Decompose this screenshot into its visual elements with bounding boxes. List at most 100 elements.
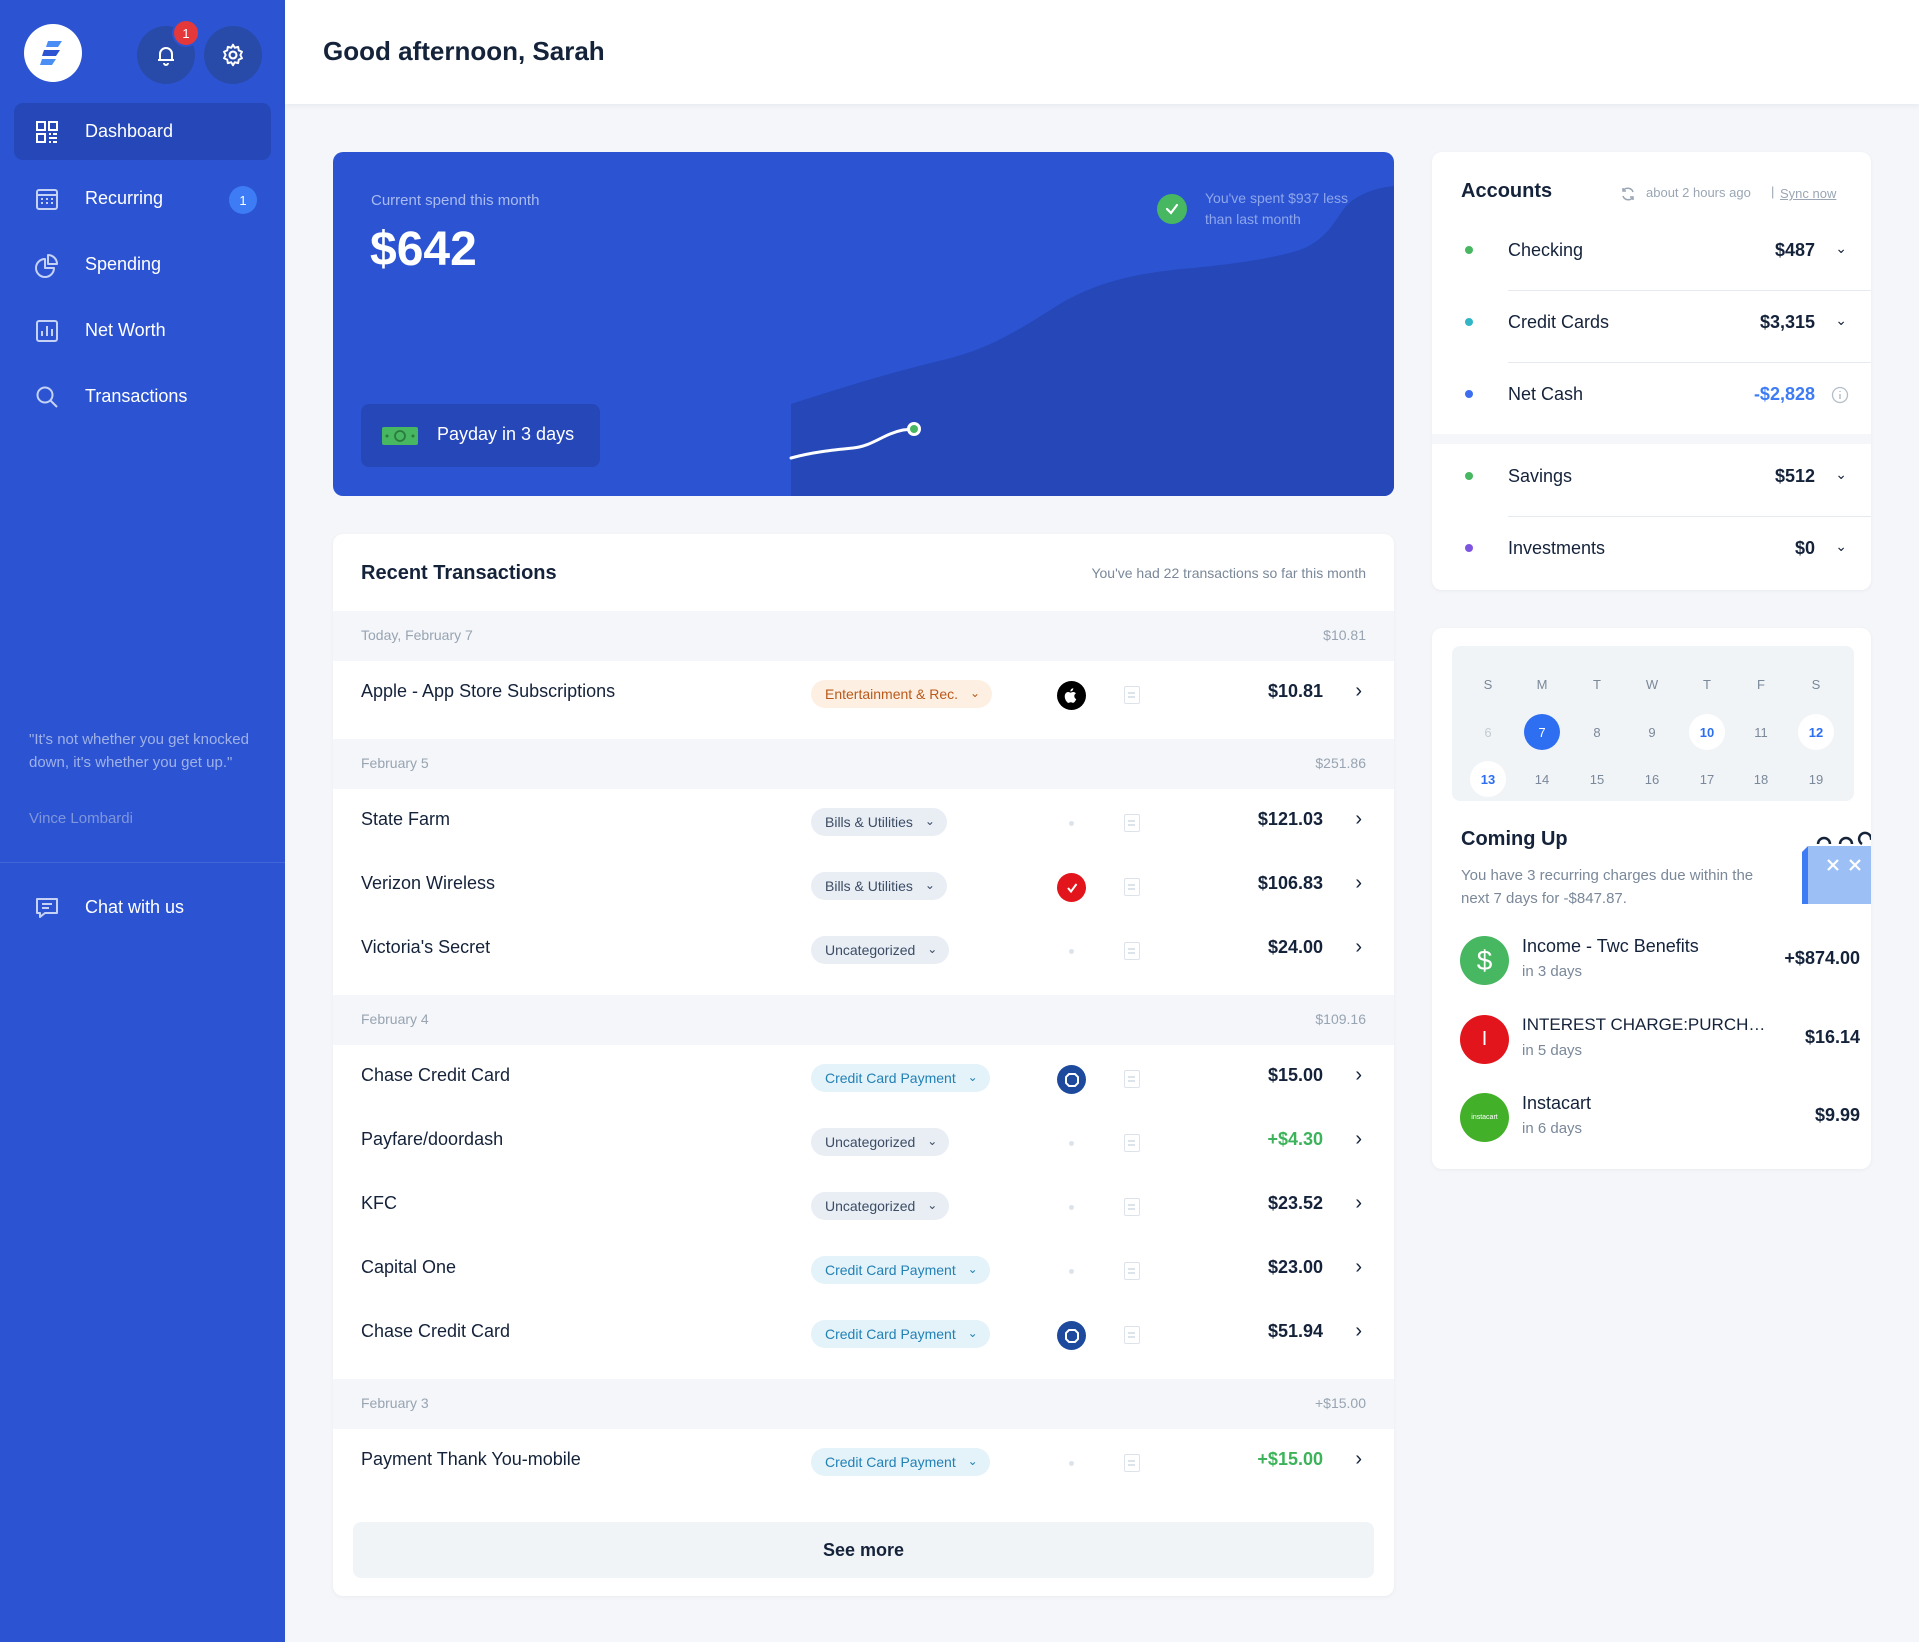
sidebar: 1 Dashboard Recurring 1 Spending Net Wor… [0, 0, 285, 1642]
calendar-day-charge[interactable]: 10 [1689, 714, 1725, 750]
calendar-day[interactable]: 8 [1593, 724, 1601, 740]
notes-icon[interactable] [1124, 1326, 1140, 1344]
settings-button[interactable] [204, 26, 262, 84]
transaction-row[interactable]: Victoria's Secret Uncategorized ⌄ $24.00 … [333, 917, 1394, 981]
calendar-day[interactable]: 16 [1644, 771, 1660, 787]
letter-i-icon: I [1460, 1015, 1509, 1064]
chevron-down-icon: ⌄ [967, 1454, 978, 1468]
notes-icon[interactable] [1124, 686, 1140, 704]
see-more-button[interactable]: See more [353, 1522, 1374, 1578]
charge-name: Instacart [1522, 1093, 1592, 1113]
transaction-row[interactable]: Capital One Credit Card Payment ⌄ $23.00 … [333, 1237, 1394, 1301]
upcoming-charge-row[interactable]: I INTEREST CHARGE:PURCH… in 5 days $16.1… [1460, 1011, 1860, 1075]
chat-with-us-button[interactable]: Chat with us [14, 879, 271, 936]
chevron-down-icon[interactable]: ⌄ [1835, 240, 1847, 256]
notes-icon[interactable] [1124, 1262, 1140, 1280]
upcoming-charge-row[interactable]: instacart Instacart in 6 days $9.99 [1460, 1089, 1860, 1153]
charge-due: in 3 days [1522, 963, 1583, 980]
chevron-right-icon[interactable]: › [1355, 1192, 1362, 1214]
chevron-down-icon: ⌄ [967, 1070, 978, 1084]
chevron-down-icon[interactable]: ⌄ [1835, 538, 1847, 554]
search-icon [36, 386, 58, 408]
calendar-day[interactable]: 6 [1484, 724, 1492, 740]
quote-author: Vince Lombardi [29, 810, 133, 827]
check-icon [1157, 194, 1187, 224]
sidebar-item-spending[interactable]: Spending [14, 236, 271, 293]
transaction-amount: +$4.30 [1267, 1129, 1323, 1149]
account-row-investments[interactable]: Investments $0 ⌄ [1432, 512, 1871, 584]
upcoming-charge-row[interactable]: $ Income - Twc Benefits in 3 days +$874.… [1460, 932, 1860, 996]
notes-icon[interactable] [1124, 1198, 1140, 1216]
category-dropdown[interactable]: Credit Card Payment ⌄ [811, 1256, 990, 1284]
notes-icon[interactable] [1124, 1070, 1140, 1088]
category-label: Credit Card Payment [825, 1070, 956, 1086]
calendar-day[interactable]: 11 [1754, 724, 1768, 740]
sidebar-item-net-worth[interactable]: Net Worth [14, 302, 271, 359]
category-dropdown[interactable]: Bills & Utilities ⌄ [811, 872, 947, 900]
account-row-credit-cards[interactable]: Credit Cards $3,315 ⌄ [1432, 286, 1871, 358]
info-icon[interactable] [1831, 386, 1849, 404]
category-dropdown[interactable]: Entertainment & Rec. ⌄ [811, 680, 993, 708]
chevron-right-icon[interactable]: › [1355, 872, 1362, 894]
sync-now-link[interactable]: Sync now [1780, 186, 1837, 201]
chevron-right-icon[interactable]: › [1355, 1064, 1362, 1086]
transaction-row[interactable]: KFC Uncategorized ⌄ $23.52 › [333, 1173, 1394, 1237]
transaction-row[interactable]: Payment Thank You-mobile Credit Card Pay… [333, 1429, 1394, 1493]
account-row-checking[interactable]: Checking $487 ⌄ [1432, 214, 1871, 286]
sidebar-item-transactions[interactable]: Transactions [14, 368, 271, 425]
pie-chart-icon [35, 254, 58, 278]
chevron-right-icon[interactable]: › [1355, 1448, 1362, 1470]
category-dropdown[interactable]: Uncategorized ⌄ [811, 936, 950, 964]
transaction-name: Capital One [361, 1257, 457, 1277]
transaction-row[interactable]: Chase Credit Card Credit Card Payment ⌄ $… [333, 1045, 1394, 1109]
chevron-right-icon[interactable]: › [1355, 1320, 1362, 1342]
notes-icon[interactable] [1124, 1454, 1140, 1472]
weekday-label: M [1536, 676, 1548, 692]
app-logo[interactable] [24, 24, 82, 82]
calendar-day-today[interactable]: 7 [1524, 714, 1560, 750]
category-dropdown[interactable]: Bills & Utilities ⌄ [811, 808, 947, 836]
transaction-amount: $15.00 [1267, 1065, 1323, 1085]
group-total: $251.86 [1315, 755, 1366, 771]
category-dropdown[interactable]: Credit Card Payment ⌄ [811, 1448, 990, 1476]
transaction-row[interactable]: Chase Credit Card Credit Card Payment ⌄ $… [333, 1301, 1394, 1365]
chevron-right-icon[interactable]: › [1355, 936, 1362, 958]
transaction-row[interactable]: Payfare/doordash Uncategorized ⌄ +$4.30 › [333, 1109, 1394, 1173]
calendar-day[interactable]: 19 [1808, 771, 1824, 787]
calendar-day[interactable]: 14 [1534, 771, 1550, 787]
chevron-right-icon[interactable]: › [1355, 1128, 1362, 1150]
calendar-day-charge[interactable]: 13 [1470, 761, 1506, 797]
notes-icon[interactable] [1124, 1134, 1140, 1152]
chevron-down-icon[interactable]: ⌄ [1835, 466, 1847, 482]
transaction-amount: $10.81 [1267, 681, 1323, 701]
chevron-down-icon[interactable]: ⌄ [1835, 312, 1847, 328]
chevron-right-icon[interactable]: › [1355, 808, 1362, 830]
sidebar-item-dashboard[interactable]: Dashboard [14, 103, 271, 160]
calendar-day-charge[interactable]: 12 [1798, 714, 1834, 750]
chevron-right-icon[interactable]: › [1355, 1256, 1362, 1278]
sidebar-item-recurring[interactable]: Recurring 1 [14, 170, 271, 227]
category-dropdown[interactable]: Credit Card Payment ⌄ [811, 1064, 990, 1092]
transaction-name: Payfare/doordash [361, 1129, 504, 1149]
account-name: Net Cash [1508, 384, 1584, 404]
calendar-day[interactable]: 15 [1589, 771, 1605, 787]
group-date: February 4 [361, 1011, 429, 1027]
category-dropdown[interactable]: Uncategorized ⌄ [811, 1128, 950, 1156]
chevron-right-icon[interactable]: › [1355, 680, 1362, 702]
notes-icon[interactable] [1124, 942, 1140, 960]
status-dot [1465, 318, 1473, 326]
calendar-day[interactable]: 17 [1699, 771, 1715, 787]
transaction-row[interactable]: Apple - App Store Subscriptions Entertai… [333, 661, 1394, 725]
sidebar-item-label: Transactions [85, 386, 188, 406]
calendar-day[interactable]: 9 [1648, 724, 1656, 740]
payday-text: Payday in 3 days [437, 424, 575, 444]
transaction-row[interactable]: Verizon Wireless Bills & Utilities ⌄ $106… [333, 853, 1394, 917]
category-dropdown[interactable]: Uncategorized ⌄ [811, 1192, 950, 1220]
transaction-row[interactable]: State Farm Bills & Utilities ⌄ $121.03 › [333, 789, 1394, 853]
calendar-day[interactable]: 18 [1753, 771, 1769, 787]
account-row-savings[interactable]: Savings $512 ⌄ [1432, 440, 1871, 512]
notes-icon[interactable] [1124, 814, 1140, 832]
category-dropdown[interactable]: Credit Card Payment ⌄ [811, 1320, 990, 1348]
account-row-net-cash[interactable]: Net Cash -$2,828 [1432, 358, 1871, 430]
notes-icon[interactable] [1124, 878, 1140, 896]
